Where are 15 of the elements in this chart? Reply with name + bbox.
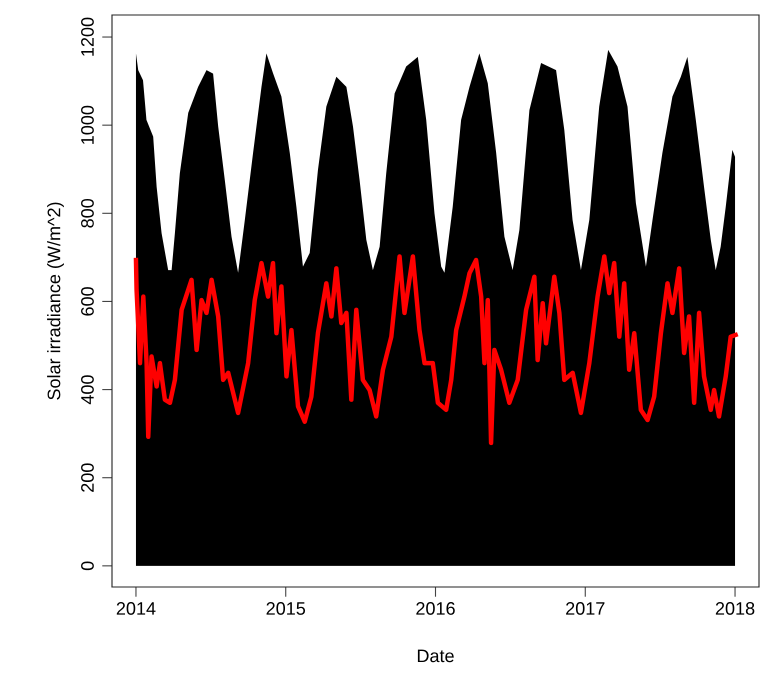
y-tick-label: 600 [81,287,94,316]
y-tick-label: 1000 [81,106,94,144]
x-axis-title: Date [418,650,454,662]
x-tick-label: 2016 [416,602,455,615]
y-tick-label: 400 [81,375,94,404]
line-series [134,254,738,446]
y-axis-title: Solar irradiance (W/m^2) [47,202,64,400]
x-tick-label: 2015 [266,602,306,615]
x-tick-label: 2017 [566,602,604,615]
x-tick-label: 2018 [716,602,754,615]
y-tick-label: 800 [81,198,94,228]
y-tick-label: 200 [81,463,94,492]
x-tick-label: 2014 [116,602,156,615]
y-tick-label: 0 [81,562,94,570]
y-tick-label: 1200 [81,18,94,56]
